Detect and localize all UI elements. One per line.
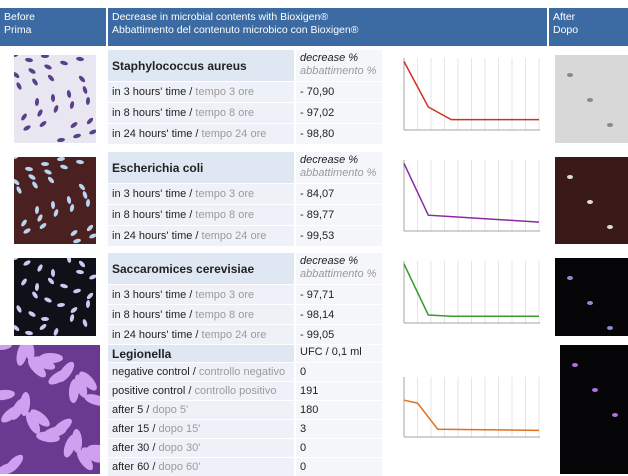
unit-text: decrease % (300, 255, 358, 267)
unit-cell: UFC / 0,1 ml (296, 345, 382, 362)
row-label: in 8 hours' time / tempo 8 ore (108, 205, 294, 225)
mini-chart (392, 158, 542, 239)
unit-cell: decrease %abbattimento % (296, 253, 382, 284)
label-it: controllo negativo (199, 366, 285, 378)
row-label: after 60 / dopo 60' (108, 458, 294, 476)
label-it: tempo 8 ore (195, 107, 254, 119)
species-name: Staphylococcus aureus (108, 50, 294, 81)
label-it: dopo 5' (152, 404, 188, 416)
row-value: - 98,14 (296, 305, 382, 324)
label-en: in 24 hours' time / (112, 329, 198, 341)
row-value: - 89,77 (296, 205, 382, 225)
label-it: tempo 24 ore (202, 230, 267, 242)
title-it: Abbattimento del contenuto microbico con… (112, 24, 543, 37)
label-en: in 8 hours' time / (112, 309, 192, 321)
mini-chart (392, 56, 542, 138)
label-en: after 30 / (112, 442, 155, 454)
row-label: negative control / controllo negativo (108, 363, 294, 381)
after-image (555, 55, 628, 143)
label-en: after 60 / (112, 461, 155, 473)
before-it: Prima (4, 24, 102, 37)
row-label: in 24 hours' time / tempo 24 ore (108, 124, 294, 144)
row-label: in 8 hours' time / tempo 8 ore (108, 305, 294, 324)
label-en: in 24 hours' time / (112, 230, 198, 242)
label-it: controllo positivo (195, 385, 277, 397)
row-label: after 15 / dopo 15' (108, 420, 294, 438)
page: Before Prima Decrease in microbial conte… (0, 0, 628, 474)
title-header: Decrease in microbial contents with Biox… (108, 8, 547, 46)
species-name: Saccaromices cerevisiae (108, 253, 294, 284)
row-value: 3 (296, 420, 382, 438)
before-header: Before Prima (0, 8, 106, 46)
unit-text: decrease % (300, 154, 358, 166)
species-name: Escherichia coli (108, 152, 294, 183)
after-header: After Dopo (549, 8, 628, 46)
mini-chart (392, 259, 542, 331)
before-image (14, 157, 96, 244)
row-value: 0 (296, 439, 382, 457)
row-value: - 98,80 (296, 124, 382, 144)
label-en: positive control / (112, 385, 191, 397)
unit-text: UFC / 0,1 ml (300, 346, 362, 358)
before-en: Before (4, 11, 102, 24)
label-it: tempo 3 ore (195, 289, 254, 301)
before-image (0, 345, 100, 474)
label-it: tempo 3 ore (195, 86, 254, 98)
label-it: dopo 30' (158, 442, 200, 454)
row-label: in 8 hours' time / tempo 8 ore (108, 103, 294, 123)
unit-text: abbattimento % (300, 65, 376, 77)
label-en: after 15 / (112, 423, 155, 435)
after-en: After (553, 11, 624, 24)
label-it: tempo 24 ore (202, 128, 267, 140)
label-it: tempo 24 ore (202, 329, 267, 341)
mini-chart (392, 375, 542, 445)
label-en: in 3 hours' time / (112, 86, 192, 98)
label-en: in 8 hours' time / (112, 107, 192, 119)
after-image (560, 345, 628, 474)
unit-text: abbattimento % (300, 167, 376, 179)
species-name: Legionella (108, 345, 294, 362)
title-en: Decrease in microbial contents with Biox… (112, 11, 543, 24)
row-value: 191 (296, 382, 382, 400)
label-en: in 3 hours' time / (112, 289, 192, 301)
label-it: tempo 3 ore (195, 188, 254, 200)
after-image (555, 258, 628, 336)
row-value: - 70,90 (296, 82, 382, 102)
label-en: in 24 hours' time / (112, 128, 198, 140)
row-label: after 30 / dopo 30' (108, 439, 294, 457)
row-label: in 3 hours' time / tempo 3 ore (108, 82, 294, 102)
row-value: - 97,71 (296, 285, 382, 304)
label-en: in 8 hours' time / (112, 209, 192, 221)
row-value: - 99,53 (296, 226, 382, 246)
after-it: Dopo (553, 24, 624, 37)
row-label: positive control / controllo positivo (108, 382, 294, 400)
label-en: after 5 / (112, 404, 149, 416)
row-value: - 84,07 (296, 184, 382, 204)
row-label: in 3 hours' time / tempo 3 ore (108, 285, 294, 304)
label-en: in 3 hours' time / (112, 188, 192, 200)
row-value: 180 (296, 401, 382, 419)
label-it: dopo 15' (158, 423, 200, 435)
row-label: in 24 hours' time / tempo 24 ore (108, 325, 294, 344)
label-en: negative control / (112, 366, 196, 378)
unit-text: abbattimento % (300, 268, 376, 280)
unit-cell: decrease %abbattimento % (296, 152, 382, 183)
row-value: 0 (296, 363, 382, 381)
label-it: dopo 60' (158, 461, 200, 473)
row-label: after 5 / dopo 5' (108, 401, 294, 419)
label-it: tempo 8 ore (195, 309, 254, 321)
row-label: in 24 hours' time / tempo 24 ore (108, 226, 294, 246)
row-value: - 99,05 (296, 325, 382, 344)
before-image (14, 258, 96, 336)
row-label: in 3 hours' time / tempo 3 ore (108, 184, 294, 204)
row-value: - 97,02 (296, 103, 382, 123)
unit-text: decrease % (300, 52, 358, 64)
unit-cell: decrease %abbattimento % (296, 50, 382, 81)
before-image (14, 55, 96, 143)
row-value: 0 (296, 458, 382, 476)
after-image (555, 157, 628, 244)
label-it: tempo 8 ore (195, 209, 254, 221)
